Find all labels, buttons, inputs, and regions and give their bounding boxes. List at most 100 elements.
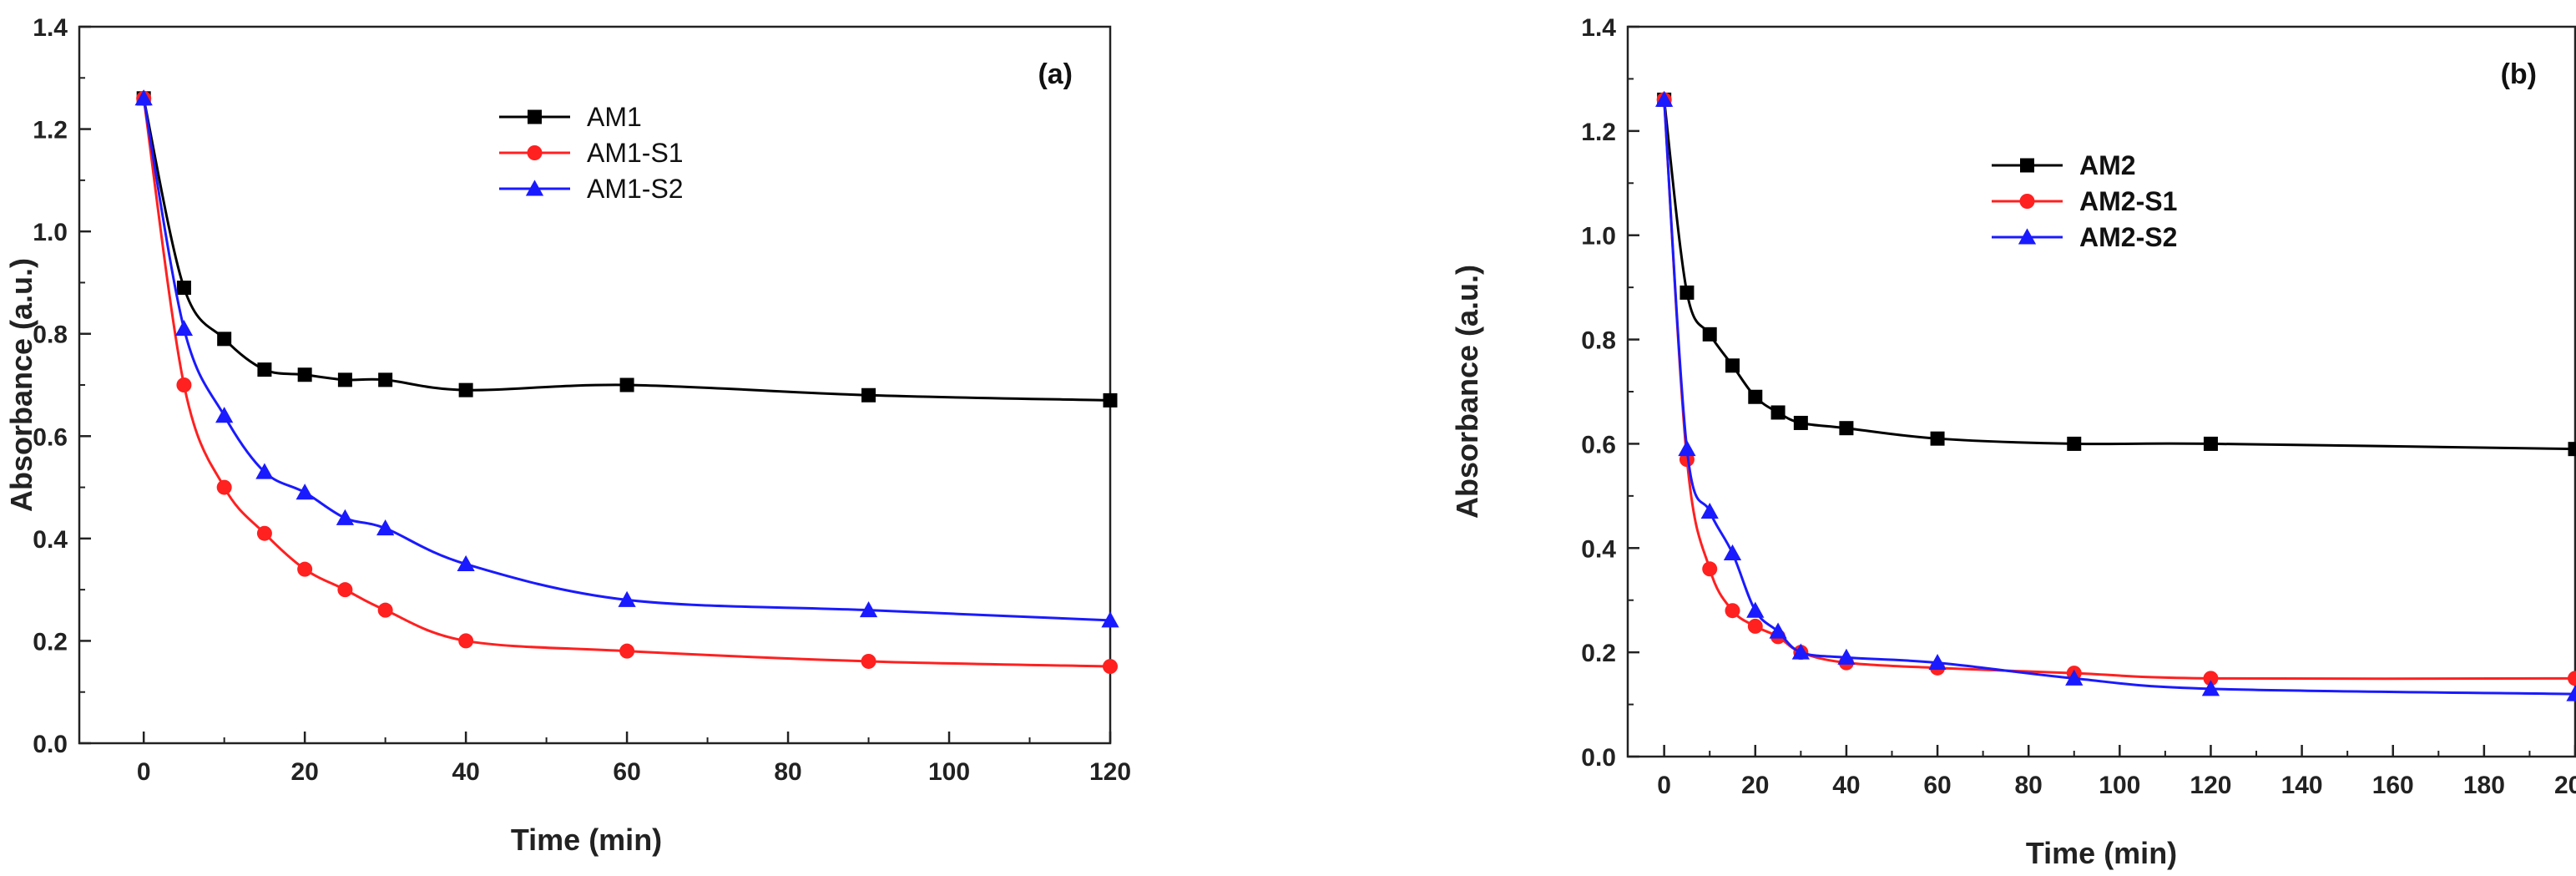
x-tick-label: 180 xyxy=(2463,772,2505,799)
x-tick-label: 60 xyxy=(613,758,640,786)
y-tick-label: 0.8 xyxy=(1581,327,1616,355)
data-point xyxy=(1679,285,1695,300)
y-tick-label: 1.0 xyxy=(1581,223,1616,251)
legend-label: AM1 xyxy=(587,102,642,132)
x-tick-label: 40 xyxy=(452,758,479,786)
y-axis-title: Absorbance (a.u.) xyxy=(1450,265,1484,519)
x-tick-label: 100 xyxy=(928,758,970,786)
data-point xyxy=(1678,440,1696,457)
data-point xyxy=(2568,442,2576,457)
data-point xyxy=(295,484,314,500)
data-point xyxy=(337,582,353,598)
y-tick-label: 0.6 xyxy=(1581,431,1616,458)
x-tick-label: 160 xyxy=(2372,772,2414,799)
data-point xyxy=(1725,603,1740,619)
data-point xyxy=(618,590,636,607)
data-point xyxy=(217,332,232,347)
y-tick-label: 0.8 xyxy=(33,322,68,349)
x-tick-label: 120 xyxy=(1089,758,1131,786)
panel-label: (b) xyxy=(2501,58,2537,90)
y-tick-label: 0.2 xyxy=(1581,640,1616,667)
data-point xyxy=(377,602,393,618)
y-axis-title: Absorbance (a.u.) xyxy=(4,258,38,512)
data-point xyxy=(256,525,272,541)
series-am2 xyxy=(1657,92,2576,457)
y-tick-label: 0.4 xyxy=(1581,535,1616,563)
data-point xyxy=(1746,601,1765,618)
data-point xyxy=(1655,90,1674,107)
x-tick-label: 80 xyxy=(2015,772,2043,799)
legend-marker xyxy=(2020,158,2034,173)
series-line xyxy=(142,98,1111,668)
data-point xyxy=(1930,431,1945,446)
data-point xyxy=(619,377,634,392)
data-point xyxy=(1769,622,1787,639)
data-point xyxy=(176,281,191,296)
legend-label: AM2 xyxy=(2079,150,2136,180)
legend-marker xyxy=(2018,228,2037,245)
x-tick-label: 20 xyxy=(1741,772,1769,799)
data-point xyxy=(1793,415,1808,430)
data-point xyxy=(2065,669,2084,686)
chart-panel-a: 0.0 0.2 0.4 0.6 0.8 1.0 1.2 1.4 0 20 40 60 80 100 120 T… xyxy=(4,14,1131,857)
data-point xyxy=(1101,611,1119,628)
legend-marker xyxy=(528,109,542,124)
data-point xyxy=(861,387,876,403)
x-tick-label: 0 xyxy=(1657,772,1671,799)
y-tick-label: 0.6 xyxy=(33,423,68,451)
series-line xyxy=(142,98,1111,622)
chart-panel-b: 0.0 0.2 0.4 0.6 0.8 1.0 1.2 1.4 0 20 40 60 80 100 120 1… xyxy=(1450,14,2576,870)
x-tick-label: 120 xyxy=(2190,772,2231,799)
legend-marker xyxy=(527,145,543,160)
series-am2-s1 xyxy=(1656,92,2576,686)
data-point xyxy=(1723,544,1742,561)
data-point xyxy=(859,601,878,618)
data-point xyxy=(336,509,355,525)
y-tick-label: 0.0 xyxy=(1581,744,1616,772)
data-point xyxy=(1770,405,1786,420)
data-point xyxy=(1725,358,1740,373)
data-point xyxy=(1103,392,1118,408)
data-point xyxy=(1928,654,1947,671)
data-point xyxy=(2067,436,2082,451)
data-point xyxy=(257,362,272,377)
x-tick-label: 40 xyxy=(1832,772,1860,799)
x-axis-title: Time (min) xyxy=(2026,836,2177,870)
data-point xyxy=(2201,680,2220,696)
data-point xyxy=(297,367,312,382)
plot-frame xyxy=(1626,25,2576,758)
data-point xyxy=(1700,502,1719,519)
data-point xyxy=(216,479,232,495)
data-point xyxy=(176,377,192,392)
legend-marker xyxy=(525,180,544,196)
data-point xyxy=(1702,327,1717,342)
data-point xyxy=(215,407,234,423)
data-point xyxy=(458,382,473,397)
y-tick-label: 1.2 xyxy=(1581,119,1616,146)
y-tick-label: 1.0 xyxy=(33,219,68,246)
y-tick-label: 0.2 xyxy=(33,628,68,656)
data-point xyxy=(1748,389,1763,404)
y-tick-label: 0.0 xyxy=(33,731,68,758)
y-tick-label: 1.4 xyxy=(1581,14,1616,42)
x-tick-label: 140 xyxy=(2281,772,2323,799)
series-am2-s2 xyxy=(1655,90,2576,701)
data-point xyxy=(2203,671,2219,686)
data-point xyxy=(255,463,274,479)
data-point xyxy=(1702,561,1718,577)
data-point xyxy=(1103,659,1118,675)
y-tick-label: 1.4 xyxy=(33,14,68,42)
data-point xyxy=(457,554,475,571)
data-point xyxy=(861,653,876,669)
data-point xyxy=(458,633,474,649)
data-point xyxy=(1791,643,1810,660)
data-point xyxy=(337,372,352,387)
x-tick-label: 200 xyxy=(2554,772,2576,799)
data-point xyxy=(297,561,313,577)
data-point xyxy=(2566,685,2576,701)
y-tick-label: 1.2 xyxy=(33,117,68,144)
x-tick-label: 100 xyxy=(2099,772,2140,799)
legend-label: AM2-S1 xyxy=(2079,186,2177,216)
series-am1-s2 xyxy=(134,89,1119,628)
data-point xyxy=(2203,436,2218,451)
